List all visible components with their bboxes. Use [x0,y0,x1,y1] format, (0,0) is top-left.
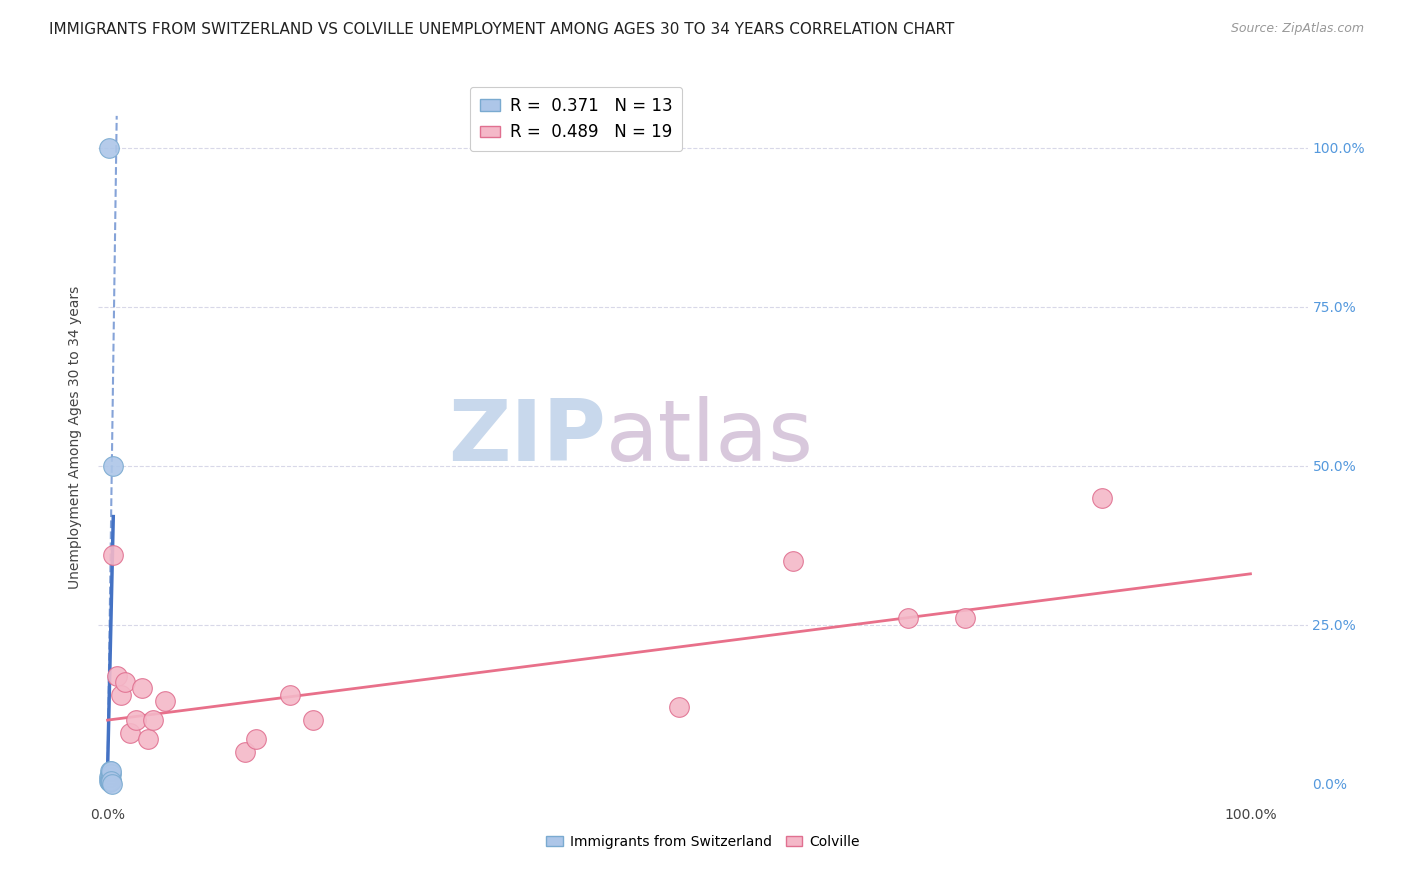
Point [1091,491,1114,505]
Legend: Immigrants from Switzerland, Colville: Immigrants from Switzerland, Colville [541,830,865,855]
Point [97,773,120,788]
Point [103,458,125,473]
Point [136,732,159,747]
Point [114,675,136,690]
Point [103,548,125,562]
Point [98,770,121,784]
Point [668,700,690,714]
Point [98,770,121,784]
Point [98,774,121,789]
Point [101,777,124,791]
Point [153,694,176,708]
Point [953,611,976,625]
Point [100,773,122,788]
Point [302,713,325,727]
Point [782,554,804,568]
Point [897,611,920,625]
Point [100,764,122,778]
Point [97,141,120,155]
Point [131,681,153,696]
Point [120,726,142,740]
Point [100,773,122,788]
Text: ZIP: ZIP [449,395,606,479]
Text: atlas: atlas [606,395,814,479]
Point [245,732,267,747]
Point [233,745,256,759]
Point [105,668,128,682]
Text: Source: ZipAtlas.com: Source: ZipAtlas.com [1230,22,1364,36]
Point [142,713,165,727]
Point [100,773,122,788]
Point [125,713,148,727]
Point [280,688,302,702]
Point [100,767,122,781]
Y-axis label: Unemployment Among Ages 30 to 34 years: Unemployment Among Ages 30 to 34 years [69,285,83,589]
Text: IMMIGRANTS FROM SWITZERLAND VS COLVILLE UNEMPLOYMENT AMONG AGES 30 TO 34 YEARS C: IMMIGRANTS FROM SWITZERLAND VS COLVILLE … [49,22,955,37]
Point [110,688,132,702]
Point [98,764,121,778]
